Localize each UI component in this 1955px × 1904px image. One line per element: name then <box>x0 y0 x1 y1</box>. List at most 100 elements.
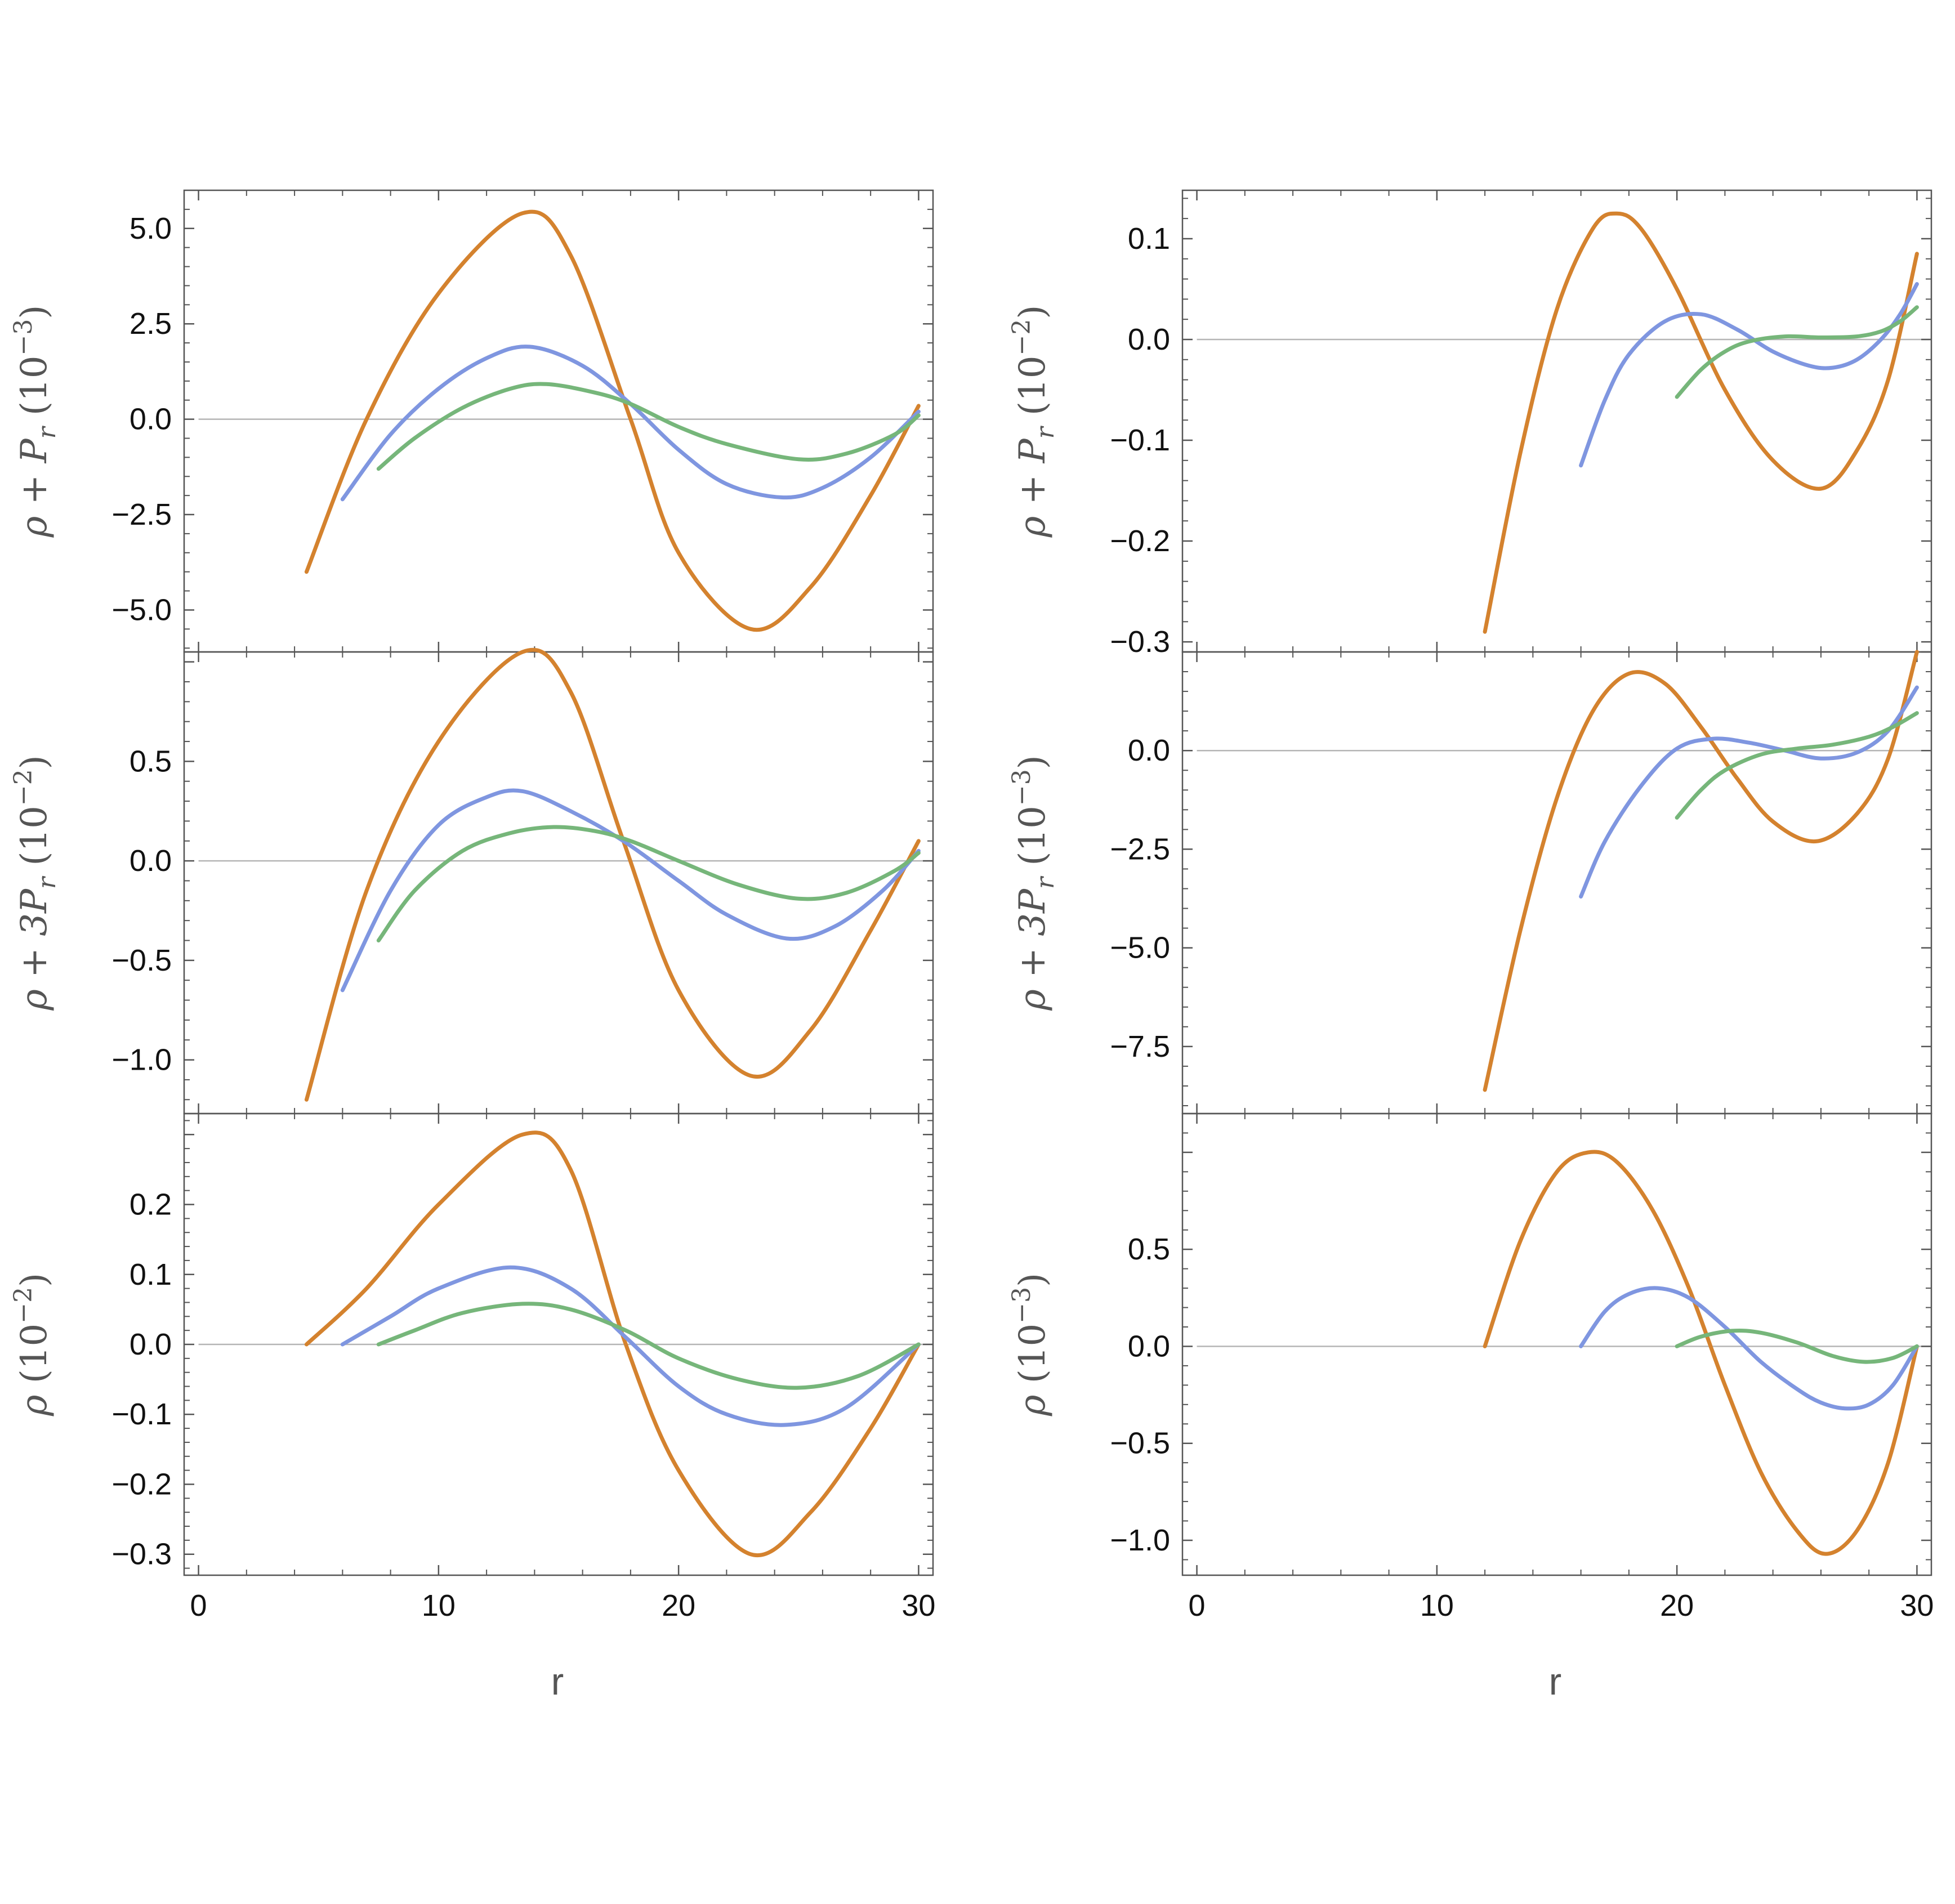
y-axis-label-unit: (10 <box>14 356 55 427</box>
plot-frame <box>1181 1112 1932 1576</box>
y-axis-label-subscript: r <box>33 425 61 439</box>
y-axis-label-subscript: r <box>1031 425 1060 439</box>
series-line-blue <box>1579 282 1919 468</box>
series-line-green <box>376 825 921 942</box>
plot-frame <box>1181 189 1932 653</box>
y-axis-label-exponent: −3 <box>1007 1287 1036 1324</box>
x-tick-label: 30 <box>1900 1589 1934 1623</box>
y-axis-label-close: ) <box>1012 755 1054 769</box>
y-axis-label-unit: (10 <box>14 806 55 877</box>
y-tick-label: 0.1 <box>130 1258 172 1291</box>
y-axis-label-close: ) <box>1012 305 1054 319</box>
series-line-orange <box>304 647 921 1102</box>
y-tick-label: −7.5 <box>1110 1030 1170 1063</box>
y-axis-label-exponent: −2 <box>1007 319 1036 356</box>
y-tick-label: 0.0 <box>1128 1329 1170 1363</box>
y-tick-label: −0.5 <box>1110 1427 1170 1460</box>
y-tick-label: −5.0 <box>1110 931 1170 965</box>
y-tick-label: −0.2 <box>1110 524 1170 558</box>
y-axis-label-subscript: r <box>1031 875 1060 889</box>
y-axis-label-close: ) <box>14 1273 55 1287</box>
series-line-orange <box>304 209 921 632</box>
x-tick-label: 0 <box>1189 1589 1206 1623</box>
x-axis-label-right: r <box>1549 1660 1562 1703</box>
y-tick-label: 5.0 <box>130 212 172 245</box>
y-axis-label-exponent: −3 <box>9 319 38 356</box>
y-tick-label: −0.3 <box>1110 625 1170 659</box>
y-axis-label-main: ρ + P <box>1012 438 1054 538</box>
plot-frame <box>183 651 934 1115</box>
panel-right-middle: −7.5 −5.0 −2.5 0.0 ρ + 3Pr (10−3) <box>1007 650 1932 1115</box>
y-axis-label-main: ρ + P <box>14 438 55 538</box>
y-axis-label-exponent: −3 <box>1007 769 1036 806</box>
y-axis-label-unit: (10 <box>14 1324 55 1395</box>
y-tick-label: 0.0 <box>130 403 172 436</box>
y-axis-label-subscript: r <box>33 875 61 889</box>
y-axis-label: ρ + 3Pr (10−2) <box>9 755 61 1011</box>
panel-left-middle: −1.0 −0.5 0.0 0.5 ρ + 3Pr (10−2) <box>9 647 934 1115</box>
series-line-green <box>376 1302 921 1390</box>
series-line-orange <box>1483 650 1919 1092</box>
y-tick-label: 0.5 <box>1128 1232 1170 1266</box>
y-tick-label: 0.0 <box>1128 323 1170 356</box>
y-axis-label-unit: (10 <box>1012 1324 1054 1395</box>
x-tick-label: 10 <box>422 1589 456 1623</box>
series-line-blue <box>1579 685 1919 899</box>
y-tick-label: −2.5 <box>1110 832 1170 866</box>
x-tick-label: 0 <box>190 1589 207 1623</box>
y-axis-label: ρ + Pr (10−3) <box>9 305 61 538</box>
plot-frame <box>183 189 934 653</box>
series-line-orange <box>1483 1150 1919 1556</box>
y-tick-label: −0.2 <box>111 1467 172 1501</box>
y-tick-label: 0.1 <box>1128 222 1170 256</box>
y-tick-label: 0.0 <box>130 844 172 878</box>
y-axis-label-close: ) <box>14 755 55 769</box>
y-axis-label-unit: (10 <box>1012 806 1054 877</box>
y-tick-label: −1.0 <box>1110 1523 1170 1557</box>
x-axis-label-left: r <box>551 1660 564 1703</box>
y-axis-label: ρ + 3Pr (10−3) <box>1007 755 1060 1011</box>
series-line-blue <box>1579 1286 1919 1411</box>
y-axis-label: ρ + Pr (10−2) <box>1007 305 1060 538</box>
y-axis-label: ρ (10−2) <box>9 1273 55 1416</box>
panel-left-top: −5.0 −2.5 0.0 2.5 5.0 ρ + Pr (10−3) <box>9 189 934 653</box>
y-tick-label: 0.0 <box>130 1328 172 1361</box>
series-line-green <box>376 382 921 471</box>
y-tick-label: 0.5 <box>130 744 172 778</box>
y-tick-label: 0.2 <box>130 1188 172 1222</box>
x-tick-label: 10 <box>1420 1589 1454 1623</box>
y-axis-label-main: ρ + 3P <box>1012 888 1054 1011</box>
y-axis-label-main: ρ <box>1012 1395 1054 1416</box>
y-axis-label-close: ) <box>1012 1273 1054 1287</box>
panel-left-bottom: −0.3 −0.2 −0.1 0.0 0.1 0.2 0 10 20 30 ρ (10−2) <box>9 1112 935 1623</box>
y-tick-label: −0.1 <box>111 1397 172 1431</box>
y-tick-label: −5.0 <box>111 593 172 627</box>
y-axis-label-exponent: −2 <box>9 769 38 806</box>
panel-right-bottom: −1.0 −0.5 0.0 0.5 0 10 20 30 ρ (10−3) <box>1007 1112 1934 1623</box>
y-tick-label: −0.3 <box>111 1537 172 1571</box>
plot-frame <box>1181 651 1932 1115</box>
series-line-blue <box>340 1265 921 1427</box>
series-line-orange <box>1483 211 1919 634</box>
y-axis-label-unit: (10 <box>1012 356 1054 427</box>
series-line-green <box>1675 1328 1919 1364</box>
y-tick-label: −0.5 <box>111 944 172 977</box>
y-tick-label: 2.5 <box>130 307 172 341</box>
y-axis-label: ρ (10−3) <box>1007 1273 1054 1416</box>
y-axis-label-main: ρ <box>14 1395 55 1416</box>
series-line-blue <box>340 788 921 993</box>
x-tick-label: 30 <box>901 1589 935 1623</box>
y-axis-label-main: ρ + 3P <box>14 888 55 1011</box>
y-tick-label: −2.5 <box>111 498 172 531</box>
plot-panels: −5.0−2.50.02.55.0ρ + Pr (10−3)−1.0−0.50.… <box>9 189 1934 1623</box>
y-tick-label: −1.0 <box>111 1043 172 1077</box>
x-tick-label: 20 <box>1660 1589 1694 1623</box>
panel-right-top: −0.3 −0.2 −0.1 0.0 0.1 ρ + Pr (10−2) <box>1007 189 1932 659</box>
y-axis-label-close: ) <box>14 305 55 319</box>
y-axis-label-exponent: −2 <box>9 1287 38 1324</box>
y-tick-label: −0.1 <box>1110 423 1170 457</box>
series-line-orange <box>304 1130 921 1558</box>
series-line-green <box>1675 711 1919 820</box>
series-line-green <box>1675 305 1919 399</box>
